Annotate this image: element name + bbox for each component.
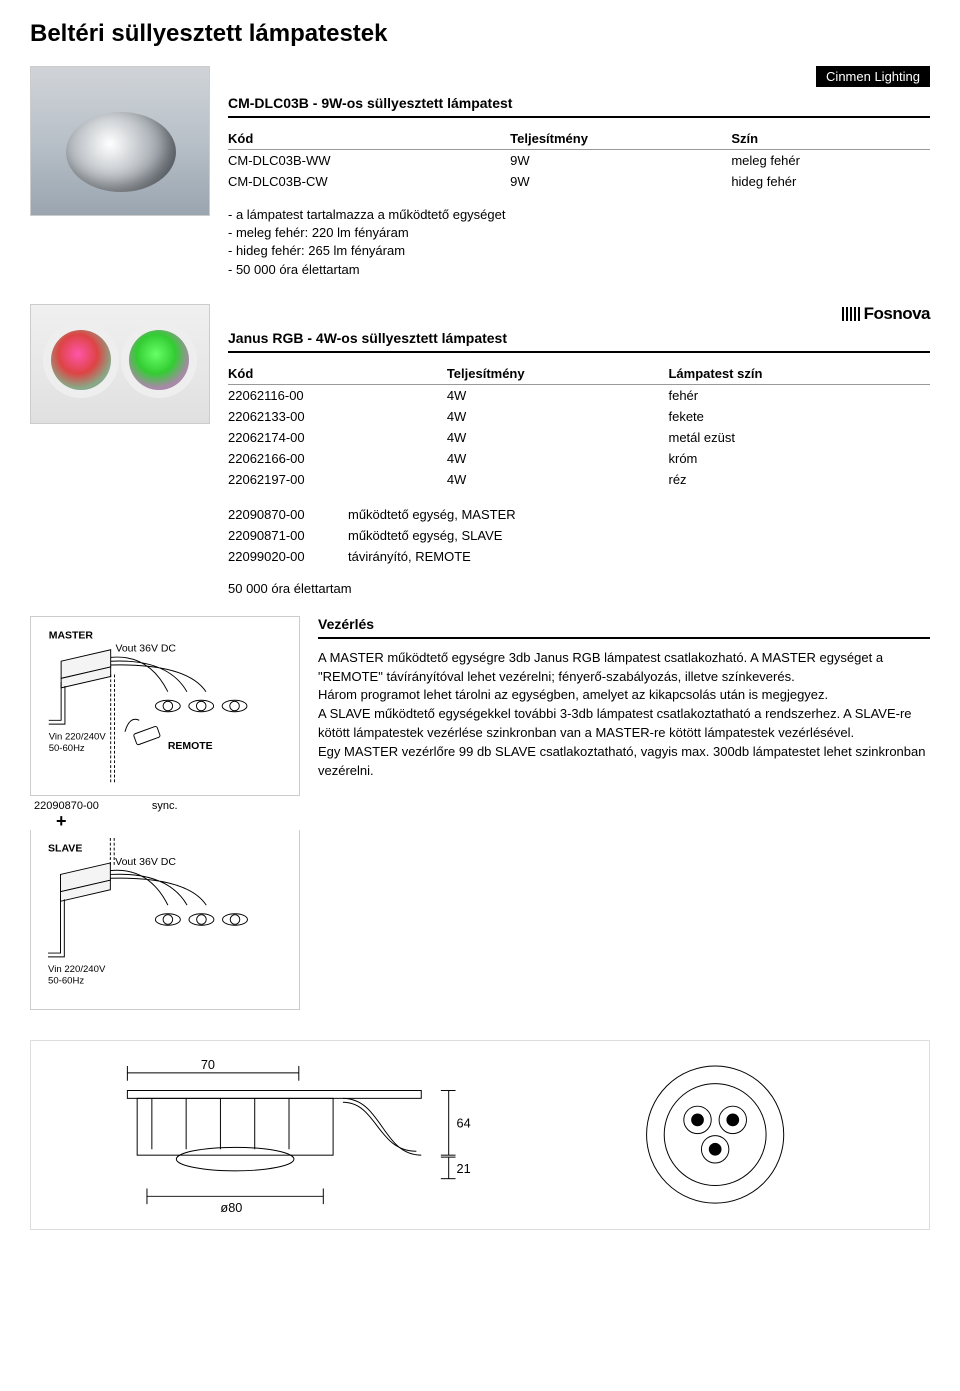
svg-text:REMOTE: REMOTE: [168, 741, 213, 752]
brand-badge-cinmen: Cinmen Lighting: [816, 66, 930, 87]
table-row: 22090870-00működtető egység, MASTER: [228, 504, 930, 525]
master-label: MASTER: [49, 630, 94, 641]
table-row: CM-DLC03B-CW9Whideg fehér: [228, 171, 930, 192]
svg-text:21: 21: [456, 1161, 470, 1176]
table-row: CM-DLC03B-WW9Wmeleg fehér: [228, 150, 930, 172]
lifetime-note: 50 000 óra élettartam: [228, 581, 930, 596]
vezerles-paragraph: Egy MASTER vezérlőre 99 db SLAVE csatlak…: [318, 743, 930, 781]
svg-text:ø80: ø80: [220, 1200, 242, 1215]
vezerles-paragraph: Három programot lehet tárolni az egységb…: [318, 686, 930, 705]
spec-list: a lámpatest tartalmazza a működtető egys…: [228, 206, 930, 279]
table-row: 22062166-004Wkróm: [228, 448, 930, 469]
section-2-table: Kód Teljesítmény Lámpatest szín 22062116…: [228, 363, 930, 490]
vezerles-paragraph: A MASTER működtető egységre 3db Janus RG…: [318, 649, 930, 687]
section-2-row: Fosnova Janus RGB - 4W-os süllyesztett l…: [30, 304, 930, 596]
table-row: 22090871-00működtető egység, SLAVE: [228, 525, 930, 546]
vezerles-title: Vezérlés: [318, 616, 930, 639]
table-header: Szín: [731, 128, 930, 150]
svg-text:Vin 220/240V: Vin 220/240V: [48, 964, 106, 975]
accessories-table: 22090870-00működtető egység, MASTER22090…: [228, 504, 930, 567]
vezerles-body: A MASTER működtető egységre 3db Janus RG…: [318, 649, 930, 781]
master-diagram: MASTER Vout 36V DC Vin 220/240V 50-60Hz: [30, 616, 300, 796]
svg-text:50-60Hz: 50-60Hz: [48, 975, 84, 986]
svg-text:64: 64: [456, 1116, 470, 1131]
svg-text:Vout 36V DC: Vout 36V DC: [115, 856, 176, 868]
section-1-info: Cinmen Lighting CM-DLC03B - 9W-os süllye…: [228, 66, 930, 279]
section-2-info: Fosnova Janus RGB - 4W-os süllyesztett l…: [228, 304, 930, 596]
part-number-label: 22090870-00 sync.: [34, 800, 300, 812]
spec-item: 50 000 óra élettartam: [228, 261, 930, 279]
spec-item: meleg fehér: 220 lm fényáram: [228, 224, 930, 242]
wiring-diagram: MASTER Vout 36V DC Vin 220/240V 50-60Hz: [30, 616, 300, 1010]
table-header: Kód: [228, 128, 510, 150]
product-image-1: [30, 66, 210, 216]
table-header: Lámpatest szín: [668, 363, 930, 385]
table-row: 22062133-004Wfekete: [228, 406, 930, 427]
vezerles-paragraph: A SLAVE működtető egységekkel további 3-…: [318, 705, 930, 743]
table-header: Kód: [228, 363, 447, 385]
plus-sign: +: [56, 812, 300, 830]
table-row: 22099020-00távirányító, REMOTE: [228, 546, 930, 567]
section-1-title: CM-DLC03B - 9W-os süllyesztett lámpatest: [228, 95, 930, 118]
vezerles-section: Vezérlés A MASTER működtető egységre 3db…: [318, 616, 930, 781]
svg-text:70: 70: [201, 1057, 215, 1072]
brand-logo-fosnova: Fosnova: [842, 304, 930, 324]
table-row: 22062116-004Wfehér: [228, 384, 930, 406]
svg-text:Vin 220/240V: Vin 220/240V: [49, 731, 107, 742]
svg-text:50-60Hz: 50-60Hz: [49, 743, 85, 754]
svg-text:SLAVE: SLAVE: [48, 842, 82, 854]
section-1-row: Cinmen Lighting CM-DLC03B - 9W-os süllye…: [30, 66, 930, 279]
slave-diagram: SLAVE Vout 36V DC Vin 220/240V 50-60Hz: [30, 830, 300, 1010]
section-2-title: Janus RGB - 4W-os süllyesztett lámpatest: [228, 330, 930, 353]
spec-item: hideg fehér: 265 lm fényáram: [228, 242, 930, 260]
table-row: 22062197-004Wréz: [228, 469, 930, 490]
spec-item: a lámpatest tartalmazza a működtető egys…: [228, 206, 930, 224]
table-row: 22062174-004Wmetál ezüst: [228, 427, 930, 448]
table-header: Teljesítmény: [510, 128, 731, 150]
product-image-2: [30, 304, 210, 424]
table-header: Teljesítmény: [447, 363, 669, 385]
technical-drawing: 70 64 21 ø80: [30, 1040, 930, 1230]
page-title: Beltéri süllyesztett lámpatestek: [30, 20, 930, 48]
svg-text:Vout 36V DC: Vout 36V DC: [115, 643, 176, 654]
section-1-table: Kód Teljesítmény Szín CM-DLC03B-WW9Wmele…: [228, 128, 930, 192]
section-3-row: MASTER Vout 36V DC Vin 220/240V 50-60Hz: [30, 616, 930, 1010]
